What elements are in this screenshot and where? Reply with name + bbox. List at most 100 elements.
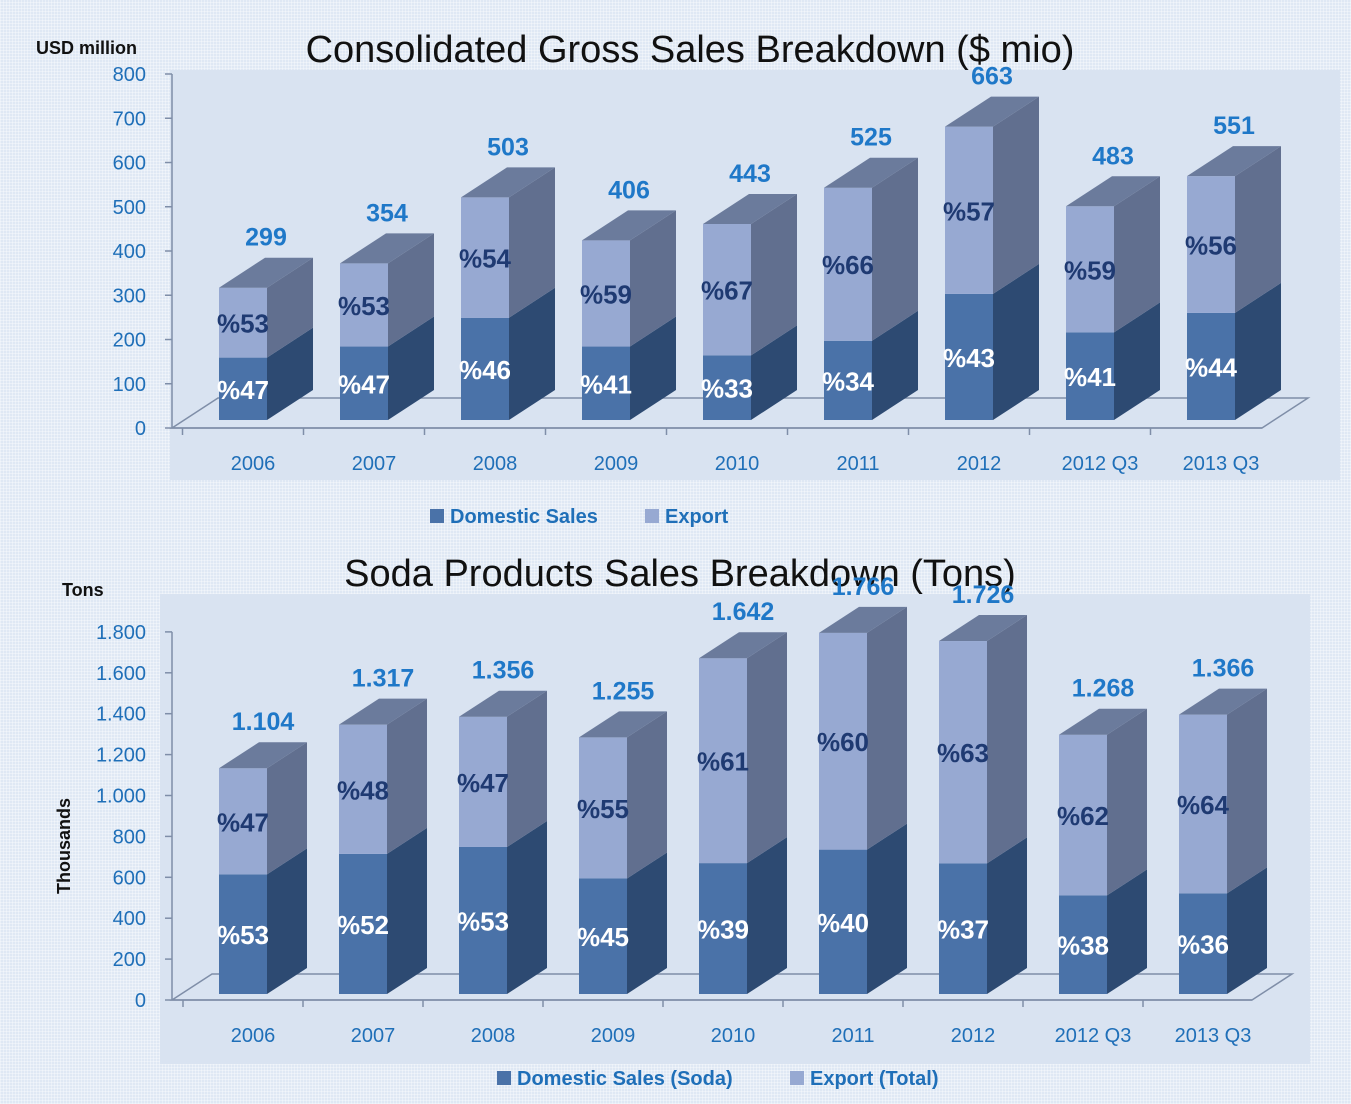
bar-side-domestic xyxy=(867,823,907,994)
x-tick-label: 2010 xyxy=(715,453,760,475)
bar-domestic xyxy=(461,317,509,420)
bar-export xyxy=(819,632,867,850)
y-tick-label: 400 xyxy=(113,908,146,930)
bar-domestic xyxy=(699,863,747,994)
bar-side-export xyxy=(993,96,1039,294)
data-label-total: 443 xyxy=(729,160,771,188)
bar-export xyxy=(219,768,267,875)
legend-swatch-domestic xyxy=(430,509,444,523)
bar-side-domestic xyxy=(507,820,547,994)
bar-side-domestic xyxy=(751,325,797,420)
bar-domestic xyxy=(1179,893,1227,994)
bar-side-export xyxy=(1235,146,1281,313)
bar-domestic xyxy=(219,874,267,994)
bar-top xyxy=(819,606,907,633)
bar-side-export xyxy=(388,233,434,347)
data-label-total: 1.317 xyxy=(352,665,415,693)
bar-side-domestic xyxy=(1235,282,1281,420)
y-tick-label: 800 xyxy=(113,64,146,86)
bar-side-export xyxy=(747,632,787,864)
bar-export xyxy=(1187,176,1235,313)
data-label-export: %55 xyxy=(577,794,629,824)
data-label-export: %59 xyxy=(1064,255,1116,285)
bar-top xyxy=(1059,708,1147,735)
data-label-export: %47 xyxy=(457,768,509,798)
x-tick-label: 2013 Q3 xyxy=(1183,453,1260,475)
data-label-total: 1.642 xyxy=(712,598,775,626)
bar-export xyxy=(339,724,387,854)
data-label-export: %63 xyxy=(937,738,989,768)
x-tick-label: 2006 xyxy=(231,453,276,475)
bar-domestic xyxy=(339,853,387,994)
bar-top xyxy=(340,233,434,264)
bar-domestic xyxy=(459,846,507,994)
y-tick-label: 500 xyxy=(113,197,146,219)
bar-side-domestic xyxy=(993,263,1039,420)
x-tick-label: 2009 xyxy=(591,1025,636,1047)
data-label-domestic: %38 xyxy=(1057,931,1109,961)
x-tick-label: 2013 Q3 xyxy=(1175,1025,1252,1047)
x-tick-label: 2012 xyxy=(957,453,1002,475)
data-label-domestic: %41 xyxy=(580,369,632,399)
data-label-domestic: %41 xyxy=(1064,362,1116,392)
x-tick-label: 2011 xyxy=(836,453,879,475)
data-label-total: 663 xyxy=(971,63,1013,91)
gross-sales-chart-panel: USD million Consolidated Gross Sales Bre… xyxy=(0,0,1351,536)
data-label-domestic: %33 xyxy=(701,374,753,404)
bar-top xyxy=(459,690,547,717)
bar-side-export xyxy=(867,606,907,850)
bar-side-domestic xyxy=(267,848,307,994)
y-tick-label: 1.800 xyxy=(96,622,146,644)
y-tick-label: 600 xyxy=(113,867,146,889)
data-label-total: 1.104 xyxy=(232,708,295,736)
data-label-export: %60 xyxy=(817,727,869,757)
bar-export xyxy=(703,223,751,356)
bar-domestic xyxy=(939,863,987,994)
x-tick-label: 2012 Q3 xyxy=(1062,453,1139,475)
data-label-domestic: %46 xyxy=(459,355,511,385)
bar-side-domestic xyxy=(747,837,787,994)
data-label-export: %59 xyxy=(580,279,632,309)
x-tick-label: 2008 xyxy=(471,1025,516,1047)
data-label-export: %53 xyxy=(338,291,390,321)
x-tick-label: 2009 xyxy=(594,453,639,475)
legend-label-export: Export xyxy=(665,506,729,528)
y-tick-label: 600 xyxy=(113,153,146,175)
bar-domestic xyxy=(819,849,867,994)
y-tick-label: 800 xyxy=(113,826,146,848)
data-label-domestic: %43 xyxy=(943,343,995,373)
bar-export xyxy=(945,126,993,294)
bar-side-domestic xyxy=(509,287,555,420)
bar-domestic xyxy=(703,355,751,420)
legend-label-export: Export (Total) xyxy=(810,1068,939,1090)
y-tick-label: 0 xyxy=(135,990,146,1012)
bar-export xyxy=(1179,714,1227,894)
bar-side-export xyxy=(509,167,555,318)
bar-top xyxy=(824,157,918,188)
bar-top xyxy=(1179,688,1267,715)
bar-domestic xyxy=(340,346,388,420)
bar-top xyxy=(945,96,1039,127)
data-label-total: 525 xyxy=(850,124,892,152)
bar-top xyxy=(1187,146,1281,177)
data-label-total: 1.356 xyxy=(472,657,535,685)
bar-side-domestic xyxy=(872,310,918,420)
bar-side-domestic xyxy=(1114,302,1160,420)
bar-side-domestic xyxy=(267,327,313,420)
data-label-total: 551 xyxy=(1213,112,1255,140)
data-label-domestic: %44 xyxy=(1185,352,1238,382)
bar-export xyxy=(1059,734,1107,896)
data-label-export: %47 xyxy=(217,807,269,837)
bar-domestic xyxy=(945,293,993,420)
y-tick-label: 300 xyxy=(113,285,146,307)
bar-export xyxy=(579,737,627,879)
data-label-domestic: %53 xyxy=(457,906,509,936)
legend-label-domestic: Domestic Sales (Soda) xyxy=(517,1068,733,1090)
soda-sales-chart: Tons Thousands Soda Products Sales Break… xyxy=(54,553,1295,1090)
soda-sales-chart-panel: Tons Thousands Soda Products Sales Break… xyxy=(0,546,1351,1104)
bar-export xyxy=(699,658,747,864)
x-tick-label: 2011 xyxy=(831,1025,874,1047)
bar-side-domestic xyxy=(627,852,667,994)
x-tick-label: 2010 xyxy=(711,1025,756,1047)
bar-top xyxy=(699,632,787,659)
